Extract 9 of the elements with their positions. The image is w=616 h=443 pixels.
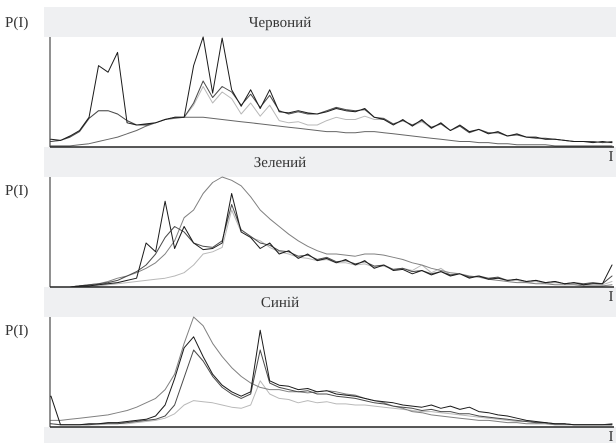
x-axis-title: I bbox=[608, 149, 614, 165]
chart-title: Червоний bbox=[248, 15, 312, 31]
y-axis-title: P(I) bbox=[5, 183, 28, 199]
y-axis-title: P(I) bbox=[5, 15, 28, 31]
x-axis-title: I bbox=[608, 429, 614, 443]
y-axis-title: P(I) bbox=[5, 323, 28, 339]
chart-title: Зелений bbox=[254, 155, 306, 171]
chart-title: Синій bbox=[260, 295, 300, 311]
x-axis-title: I bbox=[608, 289, 614, 305]
